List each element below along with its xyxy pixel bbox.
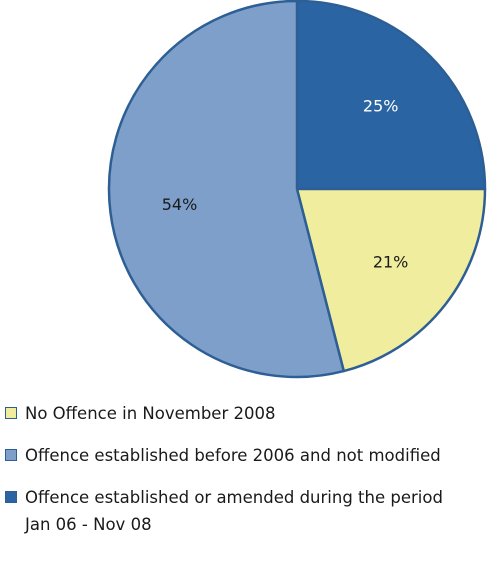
pie-slice-before-2006 — [107, 0, 346, 379]
legend-swatch-before-2006 — [5, 449, 17, 461]
legend-label-before-2006: Offence established before 2006 and not … — [25, 446, 441, 465]
pie-slice-no-offence — [295, 187, 487, 373]
legend-item-amended-period: Offence established or amended during th… — [5, 484, 495, 538]
pie-label-no-offence: 21% — [373, 253, 409, 272]
legend-item-before-2006: Offence established before 2006 and not … — [5, 442, 495, 469]
legend-swatch-amended-period — [5, 491, 17, 503]
legend-label-amended-period: Offence established or amended during th… — [25, 488, 443, 507]
legend-label-no-offence: No Offence in November 2008 — [25, 404, 276, 423]
legend: No Offence in November 2008 Offence esta… — [5, 400, 495, 538]
pie-chart: 25% 21% 54% — [107, 0, 487, 379]
pie-label-before-2006: 54% — [162, 195, 198, 214]
pie-slice-amended-period — [295, 0, 487, 191]
legend-item-no-offence: No Offence in November 2008 — [5, 400, 495, 427]
legend-swatch-no-offence — [5, 407, 17, 419]
pie-label-amended-period: 25% — [363, 96, 399, 115]
legend-label-amended-period-line2: Jan 06 - Nov 08 — [25, 515, 152, 534]
